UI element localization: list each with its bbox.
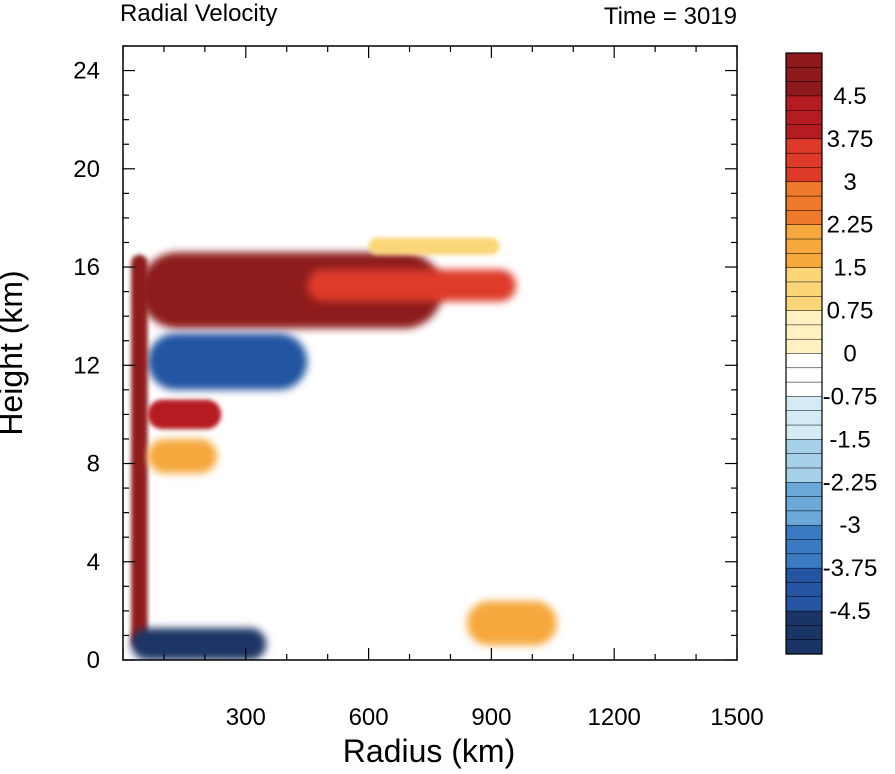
colorbar-bin: [785, 467, 823, 483]
colorbar-tick-label: -2.25: [823, 469, 878, 496]
field-feature-2: tapering outflow tongue: [307, 269, 516, 302]
colorbar-tick-label: -0.75: [823, 383, 878, 410]
colorbar-bin: [785, 210, 823, 226]
y-tick-label: 4: [87, 549, 100, 576]
y-tick-label: 24: [73, 58, 100, 85]
colorbar-bin: [785, 510, 823, 526]
colorbar-tick-label: 4.5: [833, 83, 866, 110]
colorbar-tick-label: 3: [843, 169, 856, 196]
colorbar-bin: [785, 367, 823, 383]
colorbar-bin: [785, 396, 823, 412]
colorbar-bin: [785, 625, 823, 641]
colorbar-tick-label: -4.5: [829, 598, 870, 625]
colorbar-bin: [785, 138, 823, 154]
colorbar-bin: [785, 338, 823, 355]
colorbar-bin: [785, 567, 823, 584]
colorbar-bin: [785, 582, 823, 598]
colorbar-bin: [785, 296, 823, 312]
colorbar-bin: [785, 281, 823, 297]
velocity-field: strong outflowtapering outflow tongueinf…: [131, 237, 557, 660]
y-tick-label: 12: [73, 352, 100, 379]
colorbar-bin: [785, 67, 823, 83]
x-tick-label: 1200: [588, 704, 641, 731]
colorbar-bin: [785, 52, 823, 68]
x-axis-label: Radius (km): [343, 733, 515, 769]
field-feature-9: weak low-level outflow: [466, 601, 557, 646]
colorbar-tick-label: -3: [839, 512, 860, 539]
colorbar-bin: [785, 152, 823, 169]
colorbar-bin: [785, 439, 823, 455]
x-tick-label: 1500: [710, 704, 763, 731]
x-tick-label: 300: [226, 704, 266, 731]
colorbar-tick-label: -1.5: [829, 426, 870, 453]
colorbar-bin: [785, 310, 823, 326]
colorbar-bin: [785, 553, 823, 569]
colorbar-bin: [785, 181, 823, 197]
colorbar-bin: [785, 524, 823, 541]
colorbar-bin: [785, 238, 823, 254]
colorbar-bin: [785, 539, 823, 555]
field-feature-7: weak outflow band: [147, 438, 218, 474]
colorbar-frame: [785, 52, 823, 655]
colorbar-tick-label: 0: [843, 341, 856, 368]
field-feature-5: boundary-layer inflow: [131, 628, 267, 660]
x-axis: 300 600 900 1200 1500: [122, 46, 764, 731]
colorbar-bin: [785, 95, 823, 111]
colorbar-bin: [785, 424, 823, 440]
colorbar-bin: [785, 81, 823, 97]
y-tick-label: 20: [73, 156, 100, 183]
field-feature-3: inflow below outflow: [147, 333, 308, 390]
y-tick-label: 0: [87, 647, 100, 674]
x-tick-label: 900: [471, 704, 511, 731]
colorbar-bin: [785, 596, 823, 612]
field-feature-6: mid-level outflow band: [147, 399, 222, 430]
colorbar-tick-label: 3.75: [827, 126, 874, 153]
colorbar-bin: [785, 195, 823, 211]
colorbar-bin: [785, 410, 823, 426]
colorbar-bin: [785, 124, 823, 140]
chart-subtitle: Time = 3019: [604, 3, 737, 30]
colorbar-tick-label: -3.75: [823, 555, 878, 582]
colorbar-bin: [785, 381, 823, 397]
colorbar-bin: [785, 496, 823, 512]
colorbar-bin: [785, 324, 823, 340]
colorbar: 4.5 3.75 3 2.25 1.5 0.75 0 -0.75 -1.5 -2.25 -3 -3.7…: [785, 52, 878, 655]
colorbar-tick-label: 2.25: [827, 212, 874, 239]
field-feature-4: eyewall outflow column: [131, 254, 148, 648]
plot-frame: [122, 45, 738, 661]
colorbar-bin: [785, 353, 823, 369]
colorbar-bin: [785, 610, 823, 626]
colorbar-bin: [785, 639, 823, 655]
colorbar-tick-label: 0.75: [827, 298, 874, 325]
y-tick-label: 8: [87, 451, 100, 478]
y-axis-label: Height (km): [0, 270, 29, 435]
x-tick-label: 600: [349, 704, 389, 731]
y-axis: 0 4 8 12 16 20 24: [73, 45, 737, 674]
field-feature-8: weak upper outflow: [368, 237, 500, 255]
colorbar-bin: [785, 224, 823, 240]
colorbar-bin: [785, 482, 823, 498]
colorbar-bin: [785, 253, 823, 269]
colorbar-bin: [785, 109, 823, 126]
colorbar-bin: [785, 453, 823, 469]
colorbar-bin: [785, 167, 823, 183]
colorbar-tick-label: 1.5: [833, 255, 866, 282]
chart-title: Radial Velocity: [120, 0, 277, 27]
y-tick-label: 16: [73, 254, 100, 281]
colorbar-bin: [785, 267, 823, 283]
